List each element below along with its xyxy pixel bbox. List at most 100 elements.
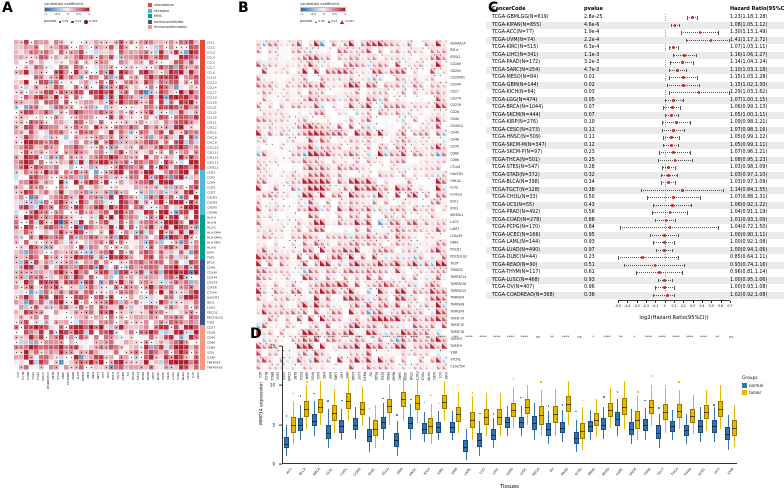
forest-row: TCGA-CHOL(N=33) 0.50 1.07(0.88,1.31) (492, 195, 768, 201)
significance-label: **** (410, 335, 418, 339)
pvalue-dot-item: 0.01 (71, 19, 81, 24)
panel-a-gradient-bar (44, 7, 90, 13)
panel-a-category-legend: chemokine receptor MHC immunoinhibitor immun… (148, 3, 187, 31)
significance-label: **** (520, 335, 528, 339)
tissue-tick-label: PAAD (559, 467, 569, 477)
tissue-tick-label: SKCM (628, 467, 638, 477)
tissue-tick-label: THCA (670, 467, 680, 477)
significance-label: **** (327, 335, 335, 339)
tissue-tick-label: UCS (712, 467, 721, 475)
forest-row: TCGA-CESC(N=273) 0.11 1.07(0.98,1.16) (486, 126, 784, 134)
forest-row: TCGA-READ(N=90) 0.51 0.93(0.74,1.16) (486, 261, 784, 269)
forest-row: TCGA-STAD(N=372) 0.32 1.03(0.97,1.10) (486, 171, 784, 179)
tissue-tick-label: ESCA (380, 467, 390, 477)
tissue-tick-label: CHOL (339, 467, 349, 477)
panel-a-gradient-ticks: -1 -0.5 0 0.5 1 (44, 11, 90, 17)
y-tick-label: 10 (269, 382, 275, 388)
panel-d-boxplot: MMP14 expression 0 5 10 15 * ACC **** BLCA ****… (248, 330, 784, 494)
panel-d-label: D (250, 326, 262, 342)
panel-b-gradient-ticks: -1 -0.5 0 0.5 1 (300, 11, 346, 17)
panel-b-heatmap (236, 0, 490, 400)
significance-label: ns (370, 335, 375, 339)
significance-label: **** (686, 335, 694, 339)
gradient-tick: -0.5 (54, 11, 60, 16)
category-color-swatch (148, 19, 152, 24)
gradient-tick: 1 (88, 11, 90, 16)
tissue-tick-label: CESC (325, 467, 335, 477)
y-tick-label: 0 (272, 461, 275, 467)
forest-header-pvalue: pvalue (584, 6, 603, 12)
gradient-tick: -0.5 (310, 11, 316, 16)
pvalue-triangle-item: 0.001 (340, 19, 354, 24)
forest-row: TCGA-SARC(N=254) 4.7e-3 1.10(1.03,1.18) (486, 66, 784, 74)
tissue-tick-label: TGCT (656, 467, 666, 477)
tissue-tick-label: BLCA (298, 467, 307, 477)
significance-label: ** (715, 335, 720, 339)
tissue-tick-label: THYM (683, 467, 693, 477)
forest-row: TCGA-UCEC(N=166) 0.95 1.00(0.90,1.11) (486, 231, 784, 239)
category-legend-item: receptor (148, 8, 187, 13)
tissue-tick-label: PCPG (573, 467, 583, 477)
forest-row: TCGA-LGG(N=474) 0.05 1.07(1.00,1.15) (486, 96, 784, 104)
tissue-tick-label: COAD (352, 467, 362, 477)
pvalue-dot-item: 0.001 (84, 19, 98, 24)
tissue-tick-label: LIHC (491, 467, 500, 476)
significance-label: **** (672, 335, 680, 339)
category-label: chemokine (154, 3, 174, 7)
gradient-tick: 0 (323, 11, 326, 16)
forest-row: TCGA-LAML(N=144) 0.93 1.00(0.92,1.08) (492, 240, 768, 246)
tissue-tick-label: LUAD (504, 467, 514, 477)
forest-row: TCGA-GBMLGG(N=619) 2.8e-25 1.23(1.18,1.28) (492, 15, 768, 21)
tissue-tick-label: KIRP (450, 467, 459, 476)
boxplot-legend-title: Groups (742, 376, 758, 381)
significance-label: **** (300, 335, 308, 339)
forest-row: TCGA-THYM(N=117) 0.61 0.96(0.81,1.14) (492, 270, 768, 276)
forest-row: TCGA-OV(N=407) 0.96 1.00(0.93,1.08) (492, 285, 768, 291)
category-color-swatch (148, 25, 152, 30)
category-legend-item: immunostimulator (148, 25, 187, 30)
category-legend-item: immunoinhibitor (148, 19, 187, 24)
tissue-tick-label: LUSC (518, 467, 528, 477)
significance-label: **** (355, 335, 363, 339)
panel-a-label: A (2, 0, 13, 16)
tissue-tick-label: KIRC (436, 467, 445, 476)
category-label: MHC (154, 14, 163, 19)
gradient-tick: 0.5 (76, 11, 81, 16)
significance-label: **** (493, 335, 501, 339)
normal-color-swatch (742, 383, 747, 388)
significance-label: ns (535, 335, 541, 339)
forest-row: TCGA-THCA(N=501) 0.25 1.08(0.95,1.23) (486, 156, 784, 164)
forest-row: TCGA-BLCA(N=398) 0.34 1.03(0.97,1.09) (492, 180, 768, 186)
tissue-tick-label: READ (601, 467, 611, 477)
forest-row: TCGA-LUAD(N=490) 0.97 1.00(0.94,1.06) (486, 246, 784, 254)
tissue-tick-label: LAML (463, 467, 473, 477)
significance-label: *** (452, 335, 459, 339)
forest-row: TCGA-COADREAD(N=368) 0.38 1.02(0.92,1.08) (486, 291, 784, 299)
significance-label: **** (437, 335, 446, 339)
boxplot-legend-item-normal: normal (742, 383, 763, 388)
forest-row: TCGA-SKCM-P(N=97) 0.23 1.07(0.96,1.21) (492, 150, 768, 156)
category-color-swatch (148, 14, 152, 19)
tissue-tick-label: UCEC (697, 467, 707, 477)
significance-label: **** (603, 335, 611, 339)
tissue-tick-label: ACC (285, 467, 293, 475)
boxplot-legend-item-tumor: tumor (742, 390, 763, 395)
category-label: immunoinhibitor (154, 19, 184, 24)
category-legend-item: MHC (148, 14, 187, 19)
boxplot-legend-normal-label: normal (749, 383, 764, 388)
panel-a-heatmap (0, 0, 236, 400)
forest-header: CancerCode pvalue Hazard Ratio(95%CI) (486, 4, 784, 14)
boxplot-area: * ACC **** BLCA **** BRCA **** CESC **** CHOL ****… (282, 335, 737, 477)
boxplot-x-label: Tissues (499, 484, 520, 490)
panel-b-pvalue-title: pvalue (300, 19, 313, 24)
boxplot-legend-tumor-label: tumor (749, 390, 762, 395)
forest-row: TCGA-KIRC(N=515) 6.3e-4 1.07(1.03,1.11) (492, 45, 768, 51)
panel-c-forest: CancerCode pvalue Hazard Ratio(95%CI) TC… (486, 4, 784, 321)
significance-label: **** (313, 335, 322, 339)
boxplot-y-ticks: 0 5 10 15 (248, 344, 282, 467)
significance-label: * (592, 335, 595, 339)
gradient-tick: 0 (67, 11, 70, 16)
forest-row: TCGA-TGCT(N=128) 0.38 1.14(0.84,1.55) (486, 186, 784, 194)
forest-row: TCGA-MESO(N=84) 0.01 1.15(1.03,1.28) (492, 75, 768, 81)
